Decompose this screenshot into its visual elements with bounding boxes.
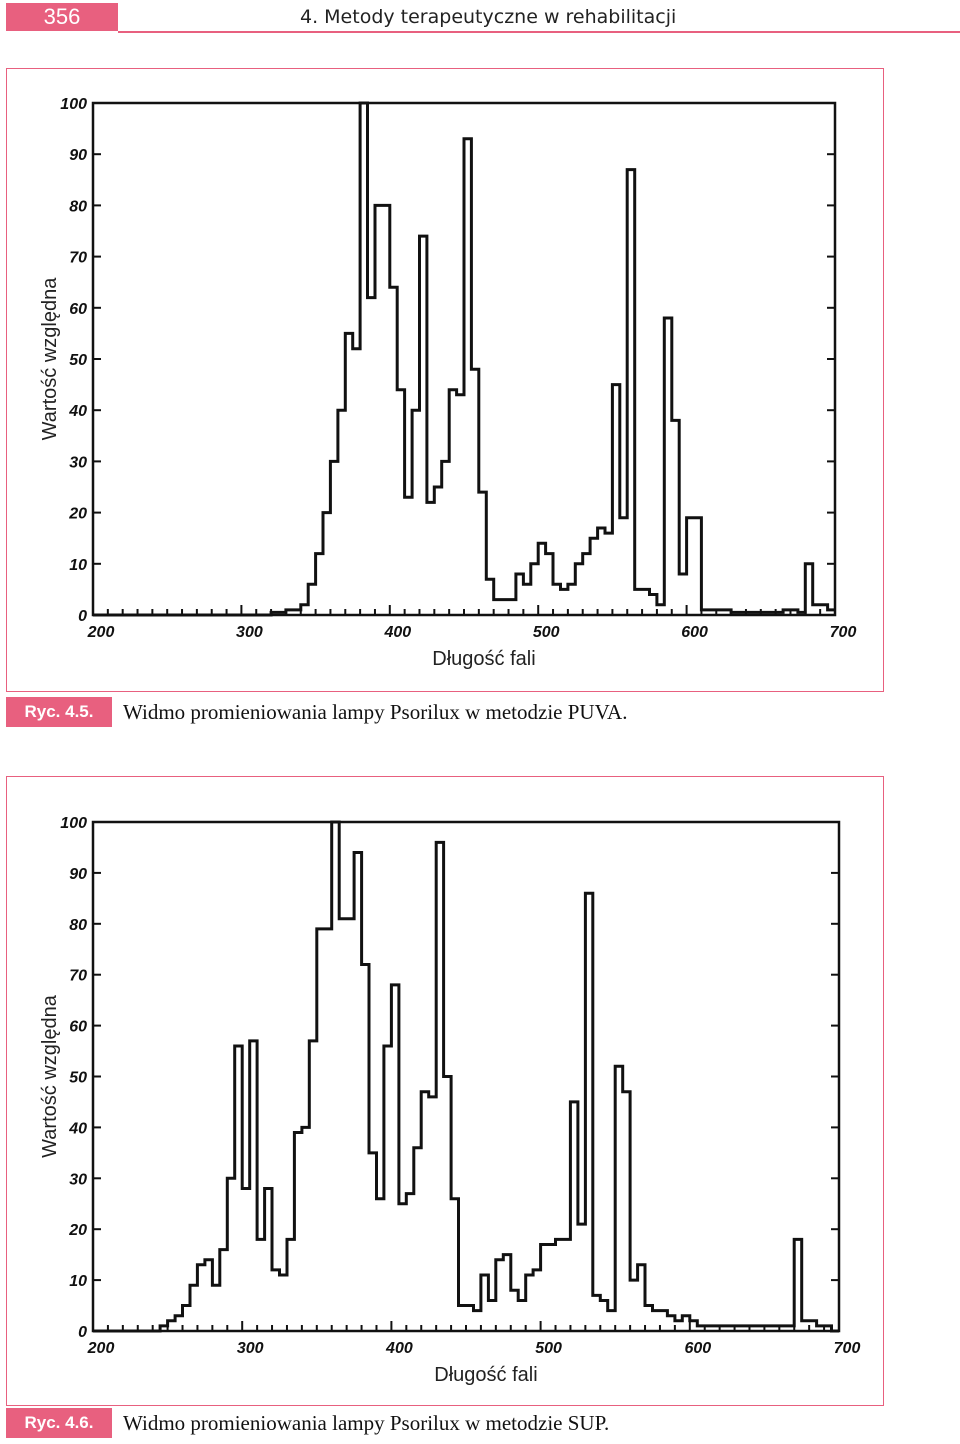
spectrum-step-line [93,820,839,1333]
figure-label: Ryc. 4.5. [24,702,94,721]
y-tick-label: 100 [60,815,87,832]
y-tick-label: 90 [69,147,87,164]
page-number-badge [6,3,118,31]
x-tick-label: 700 [834,1340,861,1357]
plot-frame [91,820,841,1333]
y-tick-label: 0 [78,608,87,625]
chapter-title: 4. Metody terapeutyczne w rehabilitacji [300,6,677,28]
x-tick-label: 700 [830,624,857,641]
figure-caption: Widmo promieniowania lampy Psorilux w me… [123,700,628,724]
y-tick-label: 20 [68,1222,87,1239]
y-tick-label: 60 [69,301,87,318]
y-tick-label: 50 [69,352,87,369]
y-tick-label: 10 [69,557,87,574]
y-tick-label: 80 [69,917,87,934]
x-tick-label: 300 [237,1340,264,1357]
x-tick-label: 500 [535,1340,562,1357]
y-tick-label: 70 [69,250,87,267]
x-tick-label: 500 [533,624,560,641]
figure-caption: Widmo promieniowania lampy Psorilux w me… [123,1411,610,1435]
figure-4-5: 0 10 20 30 40 50 60 70 80 90 100 200 300 400 500 600 700… [6,68,884,692]
y-tick-label: 100 [60,96,87,113]
x-tick-label: 600 [684,1340,711,1357]
caption-label-badge [6,697,112,727]
chart-puva: 0 10 20 30 40 50 60 70 80 90 100 200 300 400 500 600 700… [39,96,857,670]
figure-label: Ryc. 4.6. [24,1413,94,1432]
y-tick-label: 30 [69,1171,87,1188]
x-tick-label: 200 [87,624,115,641]
y-tick-label: 70 [69,968,87,985]
x-axis-title: Długość fali [432,648,535,670]
y-tick-label: 50 [69,1070,87,1087]
y-tick-label: 40 [68,1120,87,1137]
x-axis-title: Długość fali [434,1364,537,1386]
caption-label-badge [6,1408,112,1438]
y-axis-title: Wartość względna [39,277,61,441]
x-tick-label: 300 [236,624,263,641]
x-tick-label: 600 [681,624,708,641]
page-header: 356 4. Metody terapeutyczne w rehabilita… [0,0,960,40]
y-tick-label: 90 [69,866,87,883]
page-number: 356 [43,4,81,29]
y-tick-label: 10 [69,1273,87,1290]
y-tick-label: 30 [69,454,87,471]
y-tick-label: 60 [69,1019,87,1036]
x-tick-label: 400 [385,1340,413,1357]
header-rule [118,31,960,33]
figure-4-6: 0 10 20 30 40 50 60 70 80 90 100 200 300 400 500 600 700… [6,776,884,1406]
y-tick-label: 80 [69,198,87,215]
y-axis-title: Wartość względna [39,994,61,1158]
x-tick-label: 400 [383,624,411,641]
x-tick-label: 200 [87,1340,115,1357]
chart-sup: 0 10 20 30 40 50 60 70 80 90 100 200 300 400 500 600 700… [39,815,861,1386]
y-tick-label: 20 [68,506,87,523]
spectrum-step-line [93,101,835,617]
y-tick-label: 0 [78,1324,87,1341]
y-tick-label: 40 [68,403,87,420]
